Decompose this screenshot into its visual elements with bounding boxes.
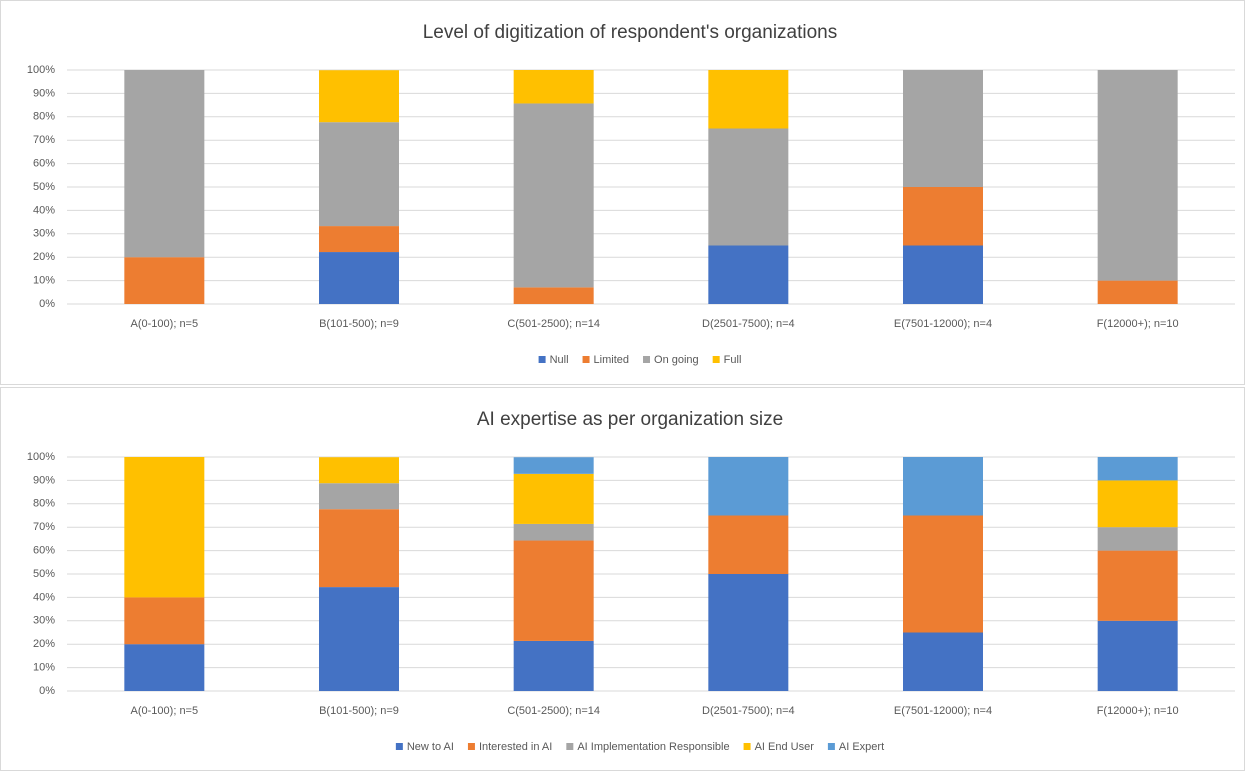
legend-swatch [538,356,546,363]
bar-segment [319,457,399,484]
bar-segment [124,644,205,691]
x-tick-label: E(7501-12000); n=4 [894,705,992,717]
bar-segment [513,640,594,691]
y-tick-label: 40% [33,591,55,603]
bar-segment [1097,620,1178,691]
bar-segment [903,515,983,633]
chart-border [0,387,1245,771]
bar-segment [903,457,983,516]
bar-segment [319,70,399,123]
x-tick-label: A(0-100); n=5 [131,318,199,330]
y-tick-label: 60% [33,158,55,170]
bar-segment [319,587,399,691]
y-tick-label: 80% [33,111,55,123]
legend-label: On going [654,354,699,366]
bar-segment [513,70,594,104]
y-tick-label: 70% [33,521,55,533]
x-tick-label: A(0-100); n=5 [131,705,199,717]
bar-segment [1097,70,1178,281]
chart-border [0,0,1245,385]
y-tick-label: 0% [39,298,55,310]
bar-segment [708,574,789,691]
bar-segment [513,457,594,474]
y-tick-label: 80% [33,498,55,510]
bar-segment [513,523,594,541]
bar-segment [708,70,789,129]
y-tick-label: 50% [33,181,55,193]
legend-swatch [827,743,835,750]
y-tick-label: 90% [33,474,55,486]
bar-segment [124,457,205,598]
bar-segment [1097,280,1178,304]
bar-segment [124,597,205,645]
y-tick-label: 100% [27,64,55,76]
legend-swatch [712,356,720,363]
bar-segment [319,509,399,588]
y-tick-label: 60% [33,545,55,557]
bar-segment [1097,457,1178,481]
x-tick-label: C(501-2500); n=14 [507,705,600,717]
chart: AI expertise as per organization size 0% 1… [0,387,1245,771]
x-tick-label: E(7501-12000); n=4 [894,318,992,330]
y-tick-label: 30% [33,228,55,240]
bar-segment [708,128,789,246]
chart-title: AI expertise as per organization size [477,409,783,430]
bar-segment [319,122,399,227]
legend-label: New to AI [407,741,454,753]
x-tick-label: D(2501-7500); n=4 [702,705,795,717]
legend-label: Null [550,354,569,366]
bar-segment [903,187,983,246]
legend-swatch [566,743,574,750]
x-tick-label: C(501-2500); n=14 [507,318,600,330]
bar-segment [903,245,983,304]
bar-segment [124,257,205,304]
bar-segment [708,515,789,574]
y-tick-label: 30% [33,615,55,627]
x-tick-label: B(101-500); n=9 [319,705,399,717]
bar-segment [708,457,789,516]
bar-segment [513,103,594,288]
bar-segment [513,473,594,524]
legend-label: AI Expert [839,741,884,753]
legend-label: Interested in AI [479,741,552,753]
y-tick-label: 70% [33,134,55,146]
y-tick-label: 50% [33,568,55,580]
legend-label: Limited [594,354,629,366]
x-tick-label: F(12000+); n=10 [1097,705,1179,717]
bar-segment [319,252,399,304]
bar-segment [1097,480,1178,528]
bar-segment [513,287,594,304]
y-tick-label: 10% [33,275,55,287]
x-tick-label: F(12000+); n=10 [1097,318,1179,330]
y-tick-label: 40% [33,204,55,216]
legend-swatch [743,743,751,750]
bar-segment [319,483,399,510]
bar-segment [1097,550,1178,621]
legend-swatch [395,743,403,750]
chart-title: Level of digitization of respondent's or… [423,22,838,43]
legend-swatch [582,356,590,363]
y-tick-label: 20% [33,251,55,263]
bar-segment [513,540,594,641]
legend-label: Full [724,354,742,366]
y-tick-label: 100% [27,451,55,463]
y-tick-label: 0% [39,685,55,697]
bar-segment [708,245,789,304]
x-tick-label: D(2501-7500); n=4 [702,318,795,330]
bar-segment [903,70,983,187]
y-tick-label: 90% [33,87,55,99]
legend-label: AI End User [755,741,815,753]
legend-swatch [467,743,475,750]
bar-segment [1097,527,1178,551]
y-tick-label: 20% [33,638,55,650]
chart: Level of digitization of respondent's or… [0,0,1245,385]
y-tick-label: 10% [33,662,55,674]
bar-segment [124,70,205,258]
legend-swatch [643,356,651,363]
bar-segment [319,226,399,253]
bar-segment [903,632,983,691]
x-tick-label: B(101-500); n=9 [319,318,399,330]
legend-label: AI Implementation Responsible [577,741,729,753]
